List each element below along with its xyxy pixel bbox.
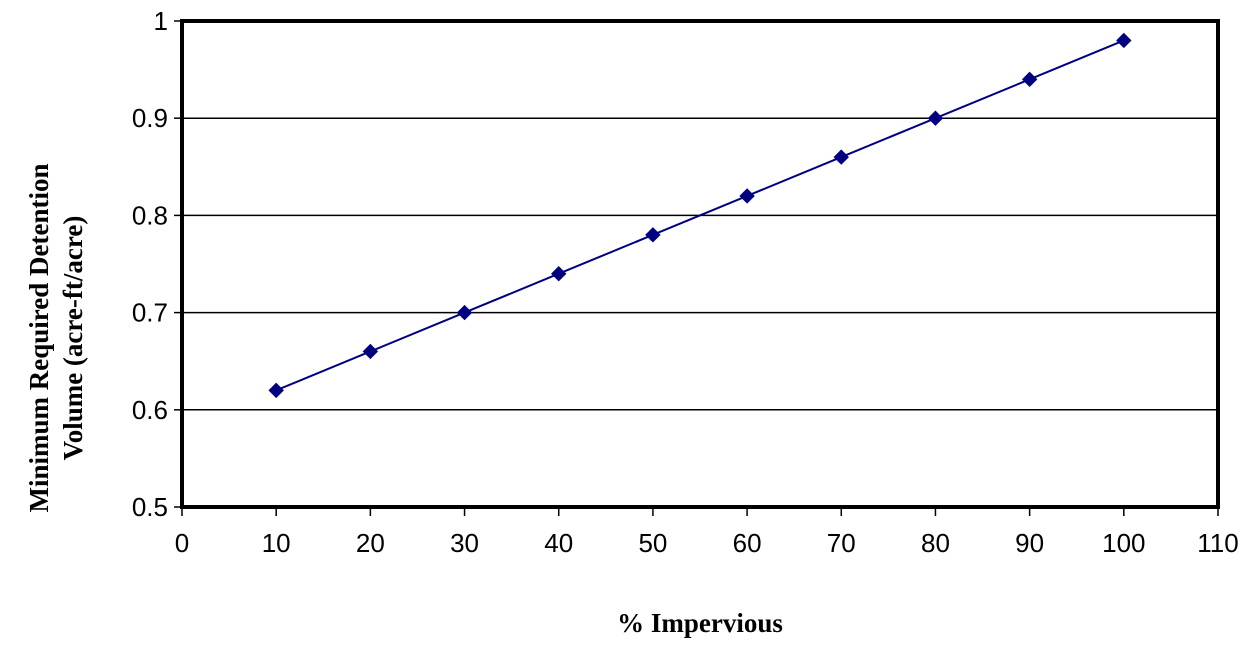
x-axis-ticks: 0 10 20 30 40 50 60 70 80 90 100 110: [175, 507, 1239, 558]
x-tick-label: 40: [544, 528, 573, 558]
y-tick-label: 0.6: [132, 395, 168, 425]
x-tick-label: 110: [1197, 528, 1238, 558]
x-tick-label: 0: [175, 528, 189, 558]
y-axis-title-line-2: Volume (acre-ft/acre): [58, 216, 88, 461]
y-tick-label: 0.5: [132, 492, 168, 522]
x-tick-label: 100: [1102, 528, 1145, 558]
y-tick-label: 0.7: [132, 298, 168, 328]
y-axis-ticks: 0.5 0.6 0.7 0.8 0.9 1: [132, 6, 182, 522]
x-tick-label: 50: [638, 528, 667, 558]
series: [268, 32, 1132, 399]
x-tick-label: 80: [921, 528, 950, 558]
x-tick-label: 10: [262, 528, 291, 558]
data-point: [833, 149, 849, 165]
data-point: [456, 304, 473, 321]
series-line: [275, 39, 1125, 392]
data-point: [739, 188, 755, 204]
x-axis-title: % Impervious: [617, 608, 783, 638]
x-tick-label: 30: [450, 528, 479, 558]
y-tick-label: 0.8: [132, 200, 168, 230]
plot-border: [180, 19, 1220, 509]
data-point: [268, 382, 284, 399]
x-tick-label: 70: [827, 528, 856, 558]
data-point: [1021, 71, 1038, 88]
x-tick-label: 90: [1015, 528, 1044, 558]
data-point: [362, 343, 379, 360]
plot-frame: [180, 19, 1220, 509]
y-tick-label: 0.9: [132, 103, 168, 133]
data-point: [551, 266, 567, 282]
x-tick-label: 60: [733, 528, 762, 558]
data-point: [645, 227, 661, 243]
x-tick-label: 20: [356, 528, 385, 558]
data-point: [927, 110, 944, 126]
y-axis-title-line-1: Minimum Required Detention: [24, 164, 54, 513]
y-tick-label: 1: [154, 6, 168, 36]
data-point: [1116, 32, 1132, 49]
y-axis-title: Minimum Required Detention Volume (acre-…: [24, 164, 88, 513]
